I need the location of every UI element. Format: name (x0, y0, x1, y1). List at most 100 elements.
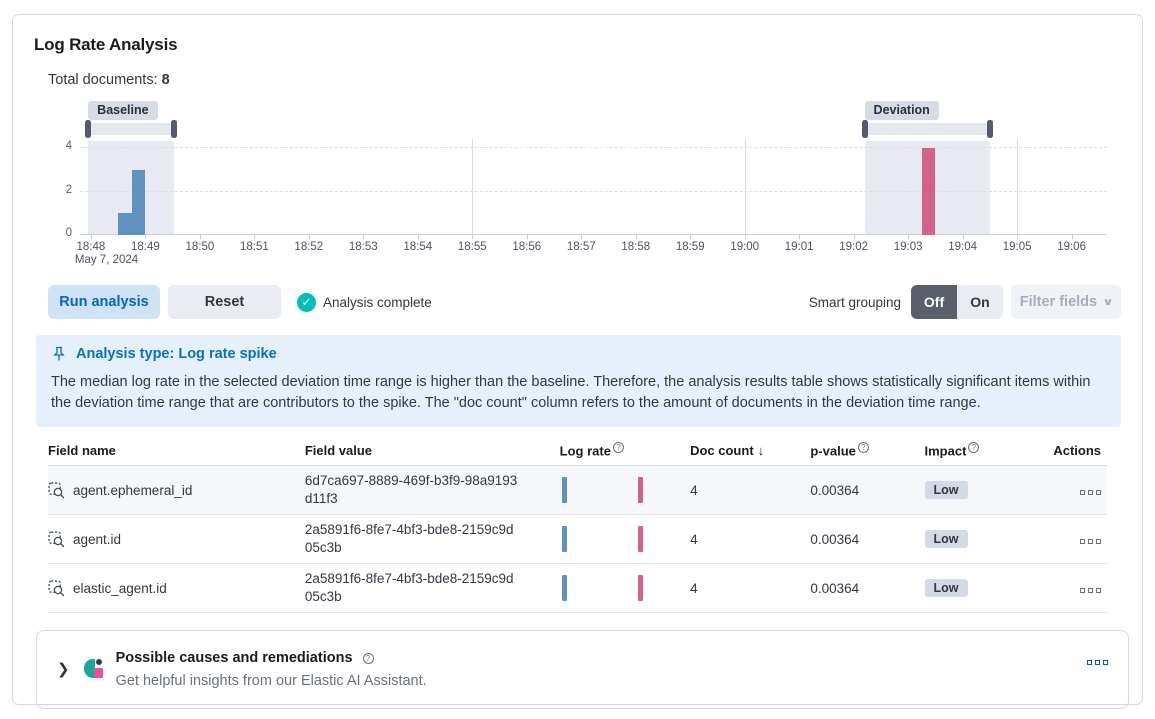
pin-icon (53, 346, 65, 361)
chevron-down-icon: ∨ (1102, 296, 1114, 308)
vertical-gridline (744, 139, 746, 235)
p-value: 0.00364 (810, 514, 925, 565)
column-header-log-rate[interactable]: Log rate? (559, 435, 691, 467)
field-value: 2a5891f6-8fe7-4bf3-bde8-2159c9d05c3b (304, 522, 514, 556)
x-axis-tick-label: 19:05 (1002, 241, 1032, 253)
column-header-doc-count[interactable]: Doc count ↓ (690, 435, 811, 467)
doc-count-value: 4 (690, 465, 811, 516)
column-header-p-value[interactable]: p-value? (810, 435, 925, 467)
impact-badge: Low (924, 579, 968, 598)
field-name: agent.id (73, 531, 122, 547)
row-actions-icon[interactable] (1080, 489, 1101, 495)
smart-grouping-toggle: Off On (911, 285, 1003, 319)
x-axis-tick-label: 19:02 (839, 241, 869, 253)
document-count-chart[interactable]: 0 2 4 18:48 May 7, 2024 18:49 18:50 18:51 18:52 1… (34, 101, 1121, 266)
callout-title: Analysis type: Log rate spike (76, 346, 277, 362)
insights-subtitle: Get helpful insights from our Elastic AI… (115, 673, 427, 690)
x-axis-tick (908, 235, 910, 239)
x-axis-tick (799, 235, 801, 239)
chart-plot-area (80, 139, 1107, 235)
baseline-bar (131, 169, 146, 235)
deviation-badge: Deviation (864, 101, 939, 120)
baseline-bar (118, 213, 132, 235)
reset-button[interactable]: Reset (168, 285, 281, 319)
field-filter-icon[interactable] (48, 580, 65, 597)
chevron-right-icon[interactable]: ❯ (57, 661, 70, 679)
table-row: agent.id 2a5891f6-8fe7-4bf3-bde8-2159c9d… (48, 514, 1107, 565)
smart-grouping-off-button[interactable]: Off (911, 285, 957, 319)
brush-handle-right[interactable] (986, 120, 993, 138)
info-icon: ? (612, 442, 624, 453)
brush-handle-left[interactable] (85, 120, 92, 138)
x-axis-tick-label: 19:04 (948, 241, 977, 253)
x-axis-tick-label: 18:48 (76, 241, 106, 253)
y-axis-tick-label: 0 (65, 227, 72, 239)
x-axis-tick (1017, 235, 1019, 239)
deviation-bar (921, 148, 936, 235)
x-axis-date-label: May 7, 2024 (74, 254, 139, 266)
filter-fields-button[interactable]: Filter fields ∨ (1011, 285, 1121, 319)
doc-count-value: 4 (690, 514, 811, 565)
help-icon[interactable]: ? (362, 652, 374, 664)
brush-handle-right[interactable] (171, 120, 178, 138)
page-title: Log Rate Analysis (34, 35, 178, 54)
analysis-status-label: Analysis complete (323, 294, 432, 310)
x-axis-tick (308, 235, 310, 239)
x-axis-line (80, 234, 1107, 235)
x-axis-tick (417, 235, 419, 239)
x-axis-tick-label: 18:51 (239, 241, 269, 253)
run-analysis-button[interactable]: Run analysis (48, 285, 160, 319)
x-axis-tick-label: 18:56 (512, 241, 542, 253)
x-axis-tick (472, 235, 474, 239)
x-axis-tick (962, 235, 964, 239)
x-axis-tick-label: 18:59 (675, 241, 705, 253)
elastic-ai-assistant-icon (83, 659, 103, 679)
possible-causes-panel[interactable]: ❯ Possible causes and remediations ? Get… (36, 630, 1129, 710)
x-axis-tick-label: 18:58 (621, 241, 651, 253)
info-icon: ? (857, 442, 869, 453)
x-axis-tick (526, 235, 528, 239)
analysis-results-table: Field name Field value Log rate? Doc cou… (48, 435, 1107, 614)
callout-body: The median log rate in the selected devi… (51, 374, 1091, 411)
smart-grouping-label: Smart grouping (808, 294, 901, 310)
vertical-gridline (472, 139, 474, 235)
row-actions-icon[interactable] (1080, 587, 1101, 593)
column-header-field-value[interactable]: Field value (304, 435, 560, 467)
doc-count-value: 4 (690, 563, 811, 614)
p-value: 0.00364 (810, 465, 925, 516)
deviation-brush[interactable] (861, 120, 993, 138)
p-value: 0.00364 (810, 563, 925, 614)
horizontal-gridline (80, 190, 1107, 192)
field-name: agent.ephemeral_id (73, 482, 193, 498)
column-header-actions: Actions (1044, 435, 1107, 467)
table-row: elastic_agent.id 2a5891f6-8fe7-4bf3-bde8… (48, 563, 1107, 614)
x-axis-tick-label: 19:03 (893, 241, 923, 253)
field-name: elastic_agent.id (73, 580, 167, 596)
x-axis-tick (145, 235, 147, 239)
baseline-badge: Baseline (88, 101, 158, 120)
column-header-impact[interactable]: Impact? (924, 435, 1045, 467)
brush-handle-left[interactable] (861, 120, 868, 138)
panel-actions-icon[interactable] (1087, 660, 1108, 666)
column-header-field-name[interactable]: Field name (48, 435, 305, 467)
x-axis-tick-label: 18:53 (348, 241, 378, 253)
row-actions-icon[interactable] (1080, 538, 1101, 544)
x-axis-tick (690, 235, 692, 239)
analysis-type-callout: Analysis type: Log rate spike The median… (36, 335, 1121, 427)
x-axis-tick-label: 18:55 (457, 241, 487, 253)
x-axis-tick-label: 19:06 (1057, 241, 1086, 253)
log-rate-sparkline (560, 524, 666, 554)
x-axis-tick (744, 235, 746, 239)
field-filter-icon[interactable] (48, 482, 65, 499)
x-axis-tick-label: 18:52 (294, 241, 324, 253)
baseline-brush[interactable] (85, 120, 178, 138)
x-axis-tick-label: 18:50 (185, 241, 215, 253)
x-axis-tick-label: 18:54 (403, 241, 433, 253)
x-axis-tick-label: 19:00 (730, 241, 760, 253)
smart-grouping-on-button[interactable]: On (957, 285, 1003, 319)
field-filter-icon[interactable] (48, 531, 65, 548)
x-axis-tick (1071, 235, 1073, 239)
analysis-status: ✓ Analysis complete (297, 292, 432, 312)
field-value: 2a5891f6-8fe7-4bf3-bde8-2159c9d05c3b (304, 571, 514, 605)
table-row: agent.ephemeral_id 6d7ca697-8889-469f-b3… (48, 465, 1107, 516)
